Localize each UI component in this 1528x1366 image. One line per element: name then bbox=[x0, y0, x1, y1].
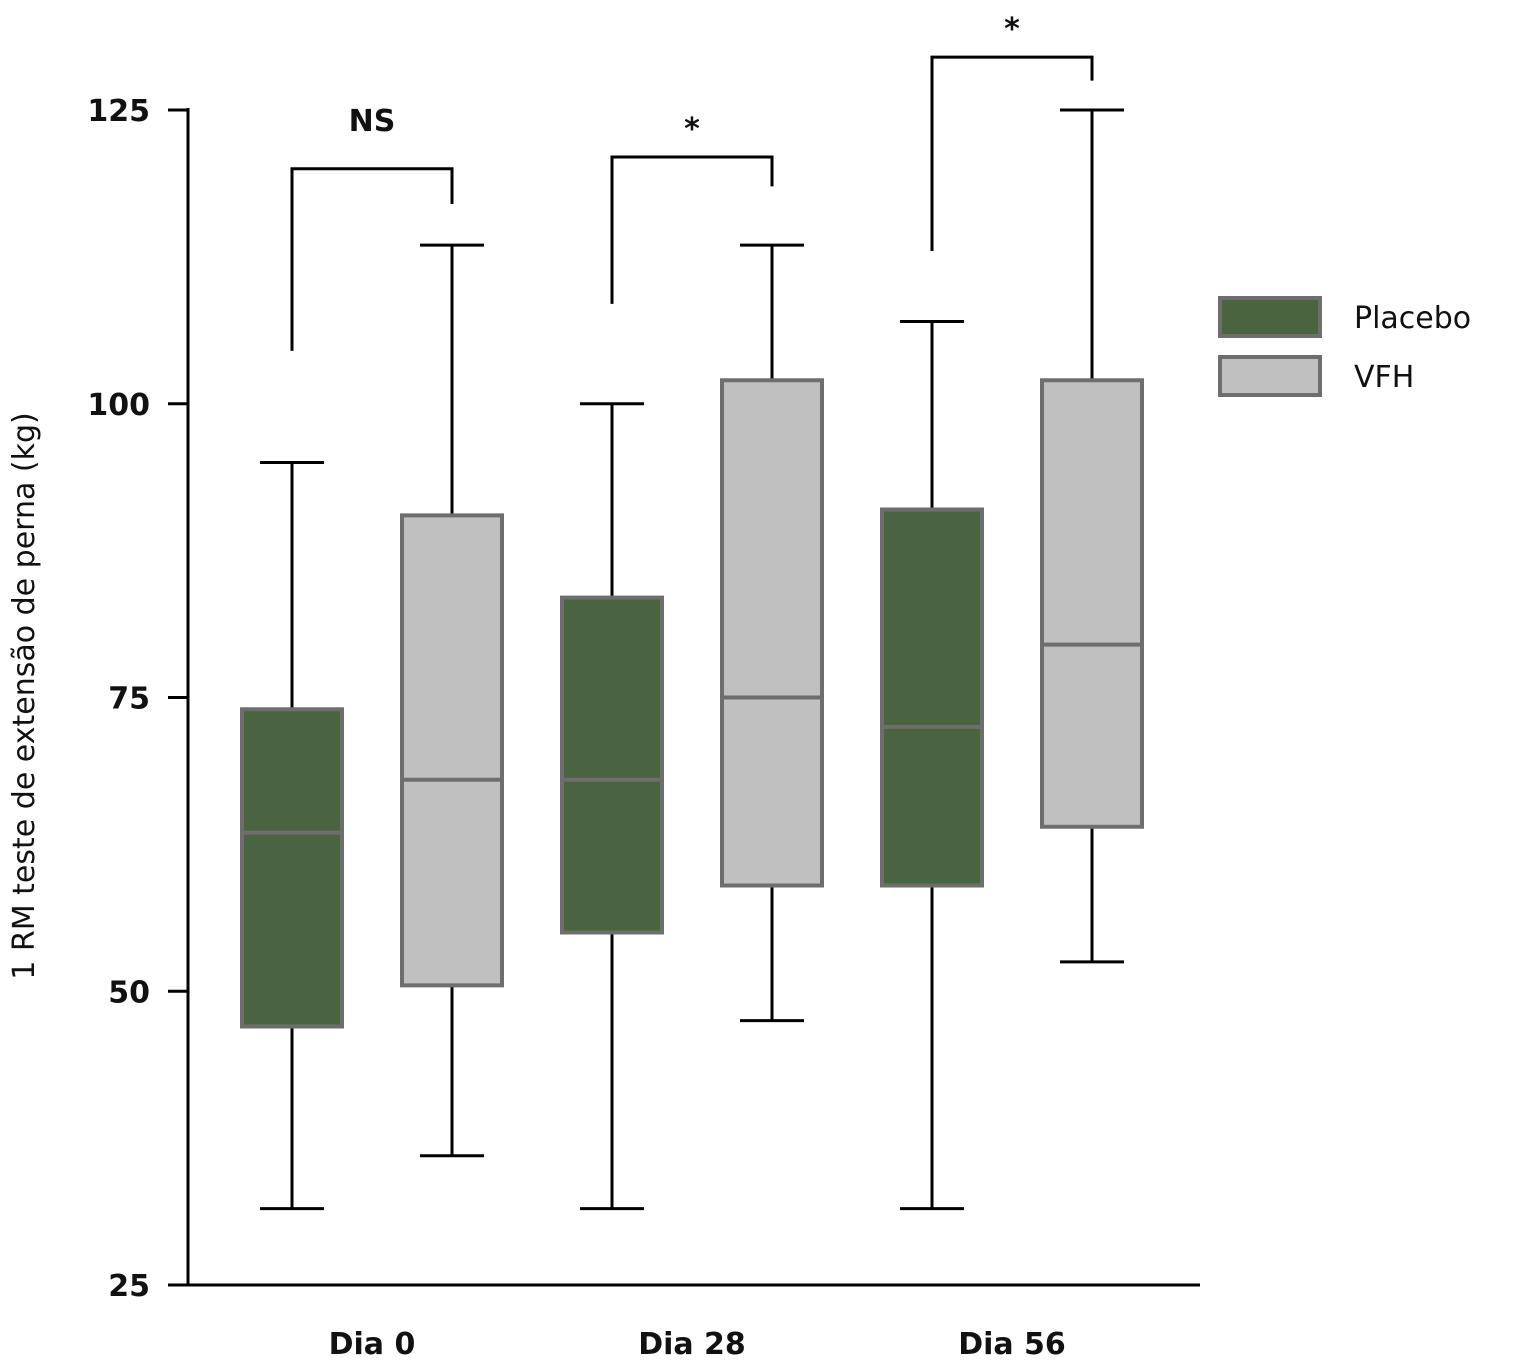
significance-label: * bbox=[684, 112, 700, 147]
box-placebo-dia-28 bbox=[560, 402, 664, 1211]
box-body bbox=[240, 707, 344, 1029]
box-placebo-dia-56 bbox=[880, 320, 984, 1211]
y-tick-label: 50 bbox=[108, 975, 150, 1010]
x-tick-label: Dia 56 bbox=[958, 1327, 1066, 1362]
boxes bbox=[240, 108, 1144, 1211]
significance-bracket: * bbox=[930, 12, 1094, 251]
y-tick-label: 25 bbox=[108, 1269, 150, 1304]
bracket-line bbox=[290, 167, 454, 351]
legend-label: Placebo bbox=[1354, 301, 1471, 336]
significance-bracket: NS bbox=[290, 104, 454, 351]
box-vfh-dia-56 bbox=[1040, 108, 1144, 964]
y-tick-label: 125 bbox=[87, 94, 150, 129]
legend-swatch bbox=[1218, 355, 1322, 397]
bracket-line bbox=[610, 155, 774, 304]
x-axis-labels: Dia 0 Dia 28 Dia 56 bbox=[329, 1327, 1066, 1362]
significance-brackets: NS * * bbox=[290, 12, 1094, 351]
legend-item: VFH bbox=[1218, 355, 1414, 397]
box-placebo-dia-0 bbox=[240, 461, 344, 1211]
significance-bracket: * bbox=[610, 112, 774, 304]
legend: Placebo VFH bbox=[1218, 296, 1471, 397]
legend-item: Placebo bbox=[1218, 296, 1471, 338]
box-vfh-dia-28 bbox=[720, 243, 824, 1023]
bracket-line bbox=[930, 55, 1094, 251]
box-body bbox=[720, 378, 824, 888]
y-tick-label: 75 bbox=[108, 682, 150, 717]
significance-label: * bbox=[1004, 12, 1020, 47]
x-tick-label: Dia 28 bbox=[638, 1327, 746, 1362]
significance-label: NS bbox=[349, 104, 396, 139]
box-body bbox=[400, 513, 504, 988]
y-tick-label: 100 bbox=[87, 388, 150, 423]
y-axis-ticks: 25 50 75 100 125 bbox=[87, 94, 188, 1304]
box-body bbox=[880, 507, 984, 888]
box-vfh-dia-0 bbox=[400, 243, 504, 1158]
box-body bbox=[1040, 378, 1144, 829]
legend-swatch bbox=[1218, 296, 1322, 338]
box-body bbox=[560, 595, 664, 935]
x-tick-label: Dia 0 bbox=[329, 1327, 416, 1362]
legend-label: VFH bbox=[1354, 360, 1414, 395]
y-axis-label: 1 RM teste de extensão de perna (kg) bbox=[7, 412, 42, 979]
